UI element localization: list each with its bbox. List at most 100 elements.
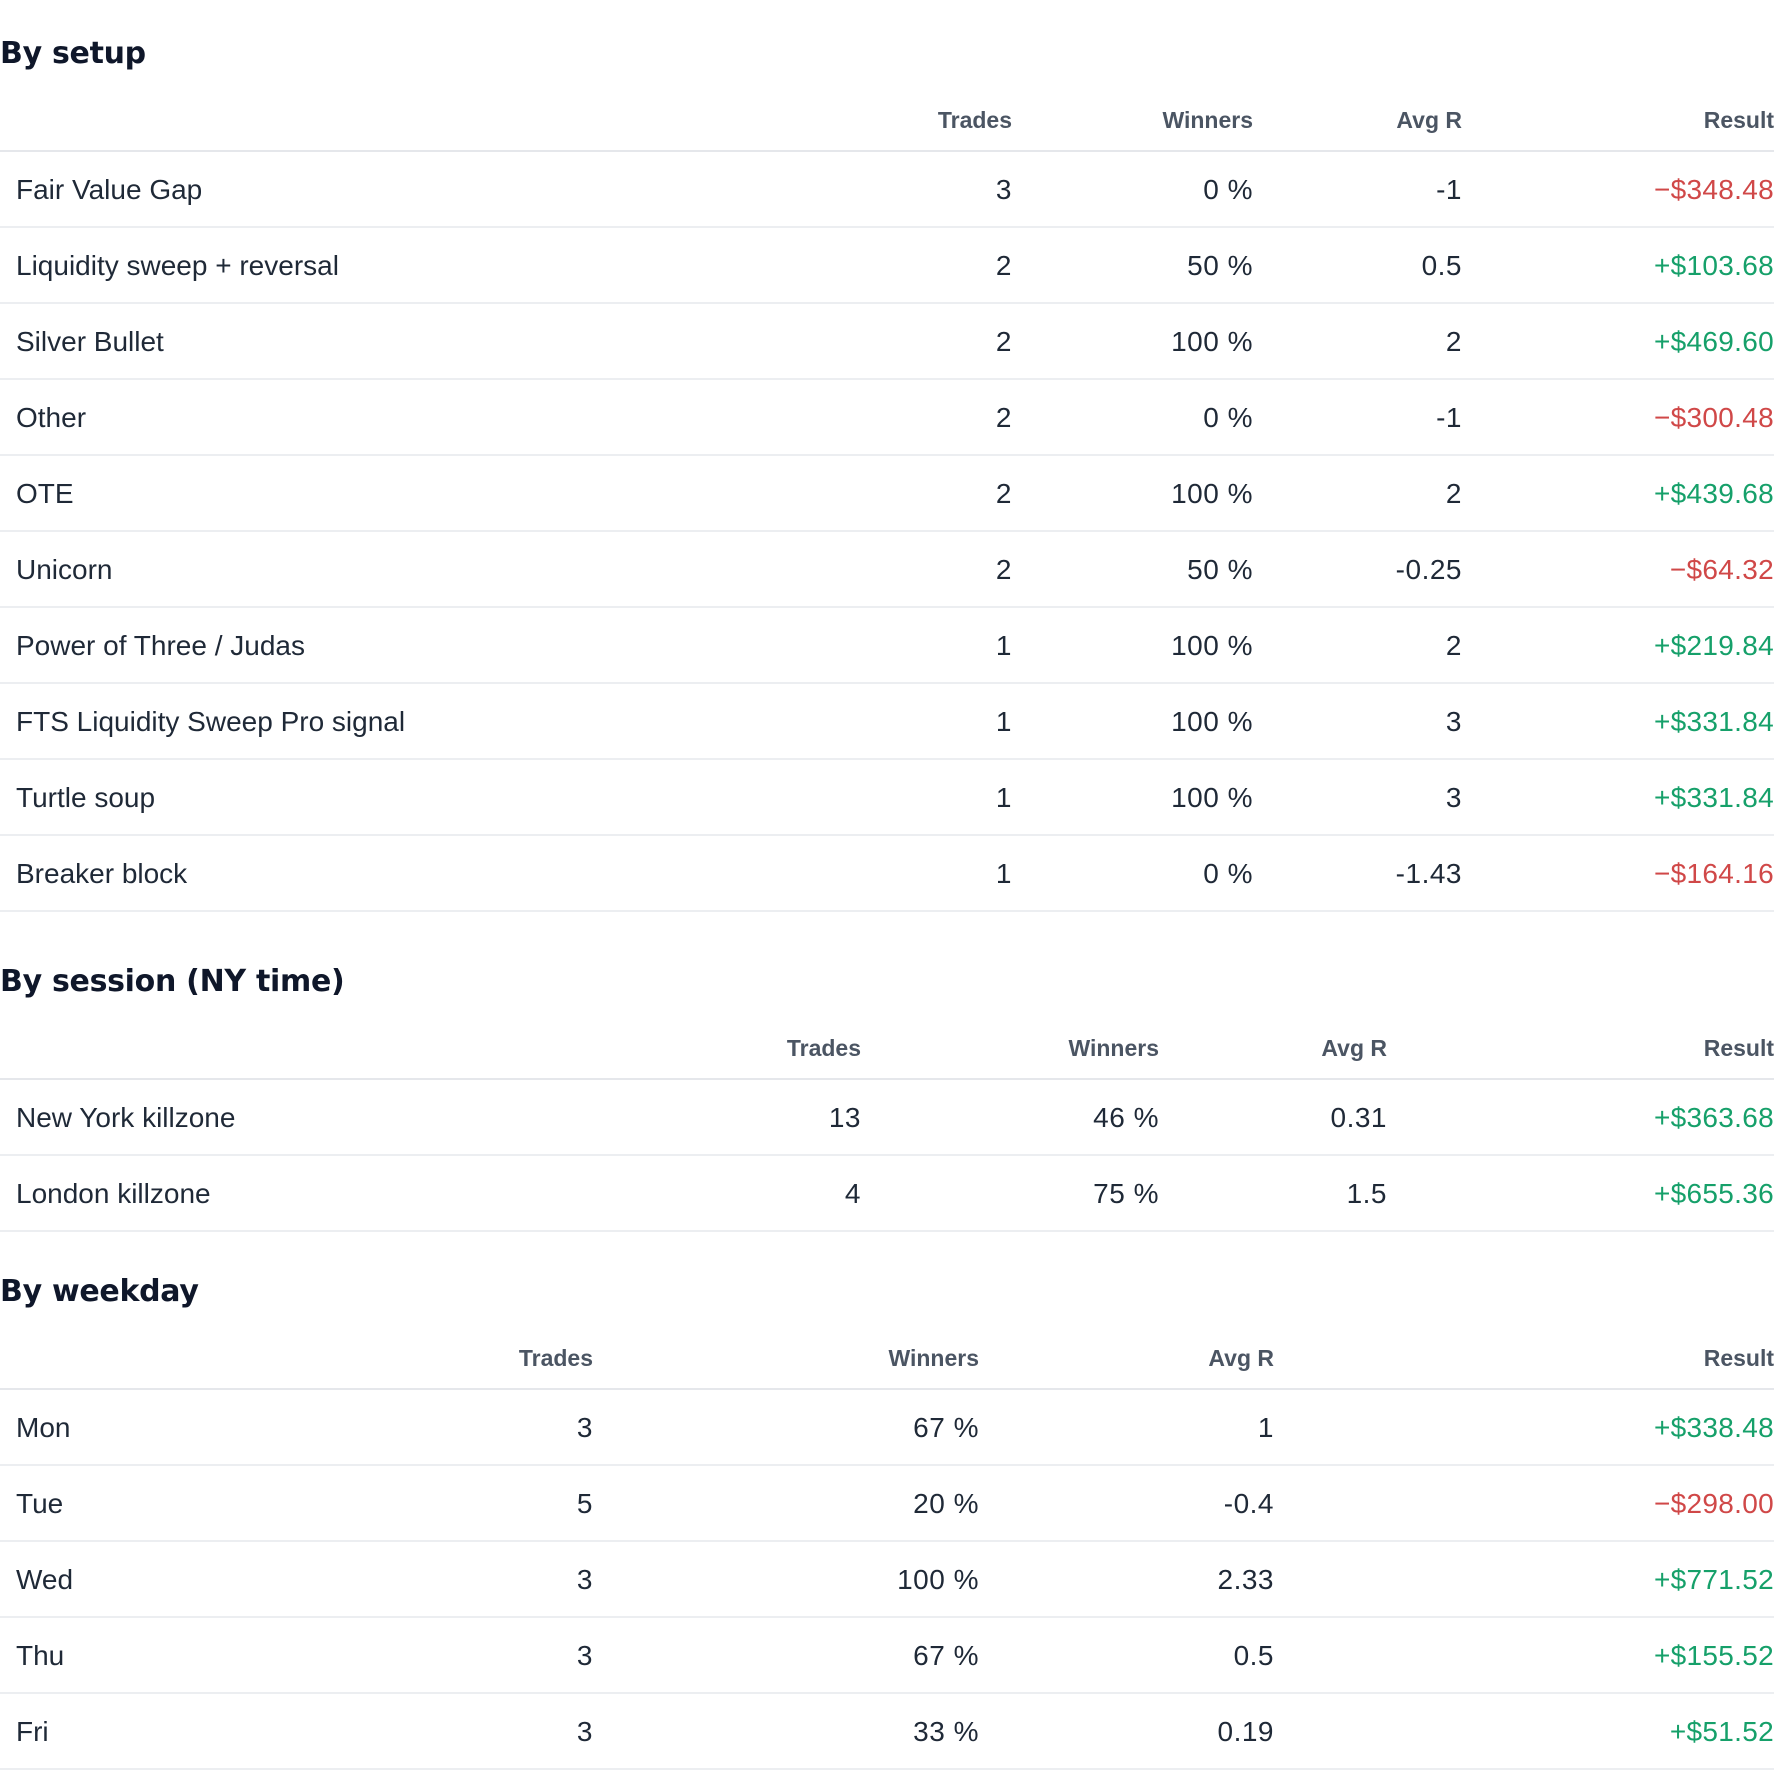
cell-winners: 50 % — [1187, 554, 1253, 585]
column-header-trades: Trades — [518, 1345, 593, 1371]
table-row: New York killzone 13 46 % 0.31 +$363.68 — [0, 1080, 1774, 1156]
cell-winners: 0 % — [1203, 858, 1253, 889]
cell-winners: 67 % — [913, 1640, 979, 1671]
cell-winners: 0 % — [1203, 174, 1253, 205]
cell-trades: 3 — [576, 1564, 593, 1595]
table-row: Mon 3 67 % 1 +$338.48 — [0, 1390, 1774, 1466]
row-label: New York killzone — [16, 1102, 236, 1133]
row-label: Tue — [16, 1488, 64, 1519]
column-header-avg-r: Avg R — [1208, 1345, 1274, 1371]
cell-result: +$103.68 — [1654, 250, 1774, 281]
cell-winners: 0 % — [1203, 402, 1253, 433]
cell-avg-r: 2.33 — [1217, 1564, 1274, 1595]
column-header-avg-r: Avg R — [1321, 1035, 1387, 1061]
cell-result: −$298.00 — [1654, 1488, 1774, 1519]
table-row: Turtle soup 1 100 % 3 +$331.84 — [0, 760, 1774, 836]
column-header-result: Result — [1703, 1345, 1774, 1371]
cell-avg-r: 0.5 — [1421, 250, 1462, 281]
cell-winners: 75 % — [1093, 1178, 1159, 1209]
cell-trades: 1 — [995, 630, 1012, 661]
table-header: Trades Winners Avg R Result — [0, 1331, 1774, 1390]
row-label: Fri — [16, 1716, 49, 1747]
table-row: OTE 2 100 % 2 +$439.68 — [0, 456, 1774, 532]
row-label: OTE — [16, 478, 74, 509]
cell-trades: 2 — [995, 402, 1012, 433]
table-row: FTS Liquidity Sweep Pro signal 1 100 % 3 +$3… — [0, 684, 1774, 760]
row-label: Liquidity sweep + reversal — [16, 250, 339, 281]
section-title-weekday: By weekday — [0, 1274, 199, 1309]
cell-result: −$348.48 — [1654, 174, 1774, 205]
column-header-winners: Winners — [888, 1345, 979, 1371]
table-row: Breaker block 1 0 % -1.43 −$164.16 — [0, 836, 1774, 912]
row-label: Mon — [16, 1412, 71, 1443]
row-label: Breaker block — [16, 858, 188, 889]
column-header-trades: Trades — [937, 107, 1012, 133]
cell-winners: 46 % — [1093, 1102, 1159, 1133]
cell-result: −$64.32 — [1669, 554, 1774, 585]
table-row: Silver Bullet 2 100 % 2 +$469.60 — [0, 304, 1774, 380]
cell-trades: 4 — [844, 1178, 861, 1209]
cell-trades: 2 — [995, 250, 1012, 281]
cell-trades: 1 — [995, 858, 1012, 889]
table-header: Trades Winners Avg R Result — [0, 1021, 1774, 1080]
cell-trades: 2 — [995, 554, 1012, 585]
cell-result: +$363.68 — [1654, 1102, 1774, 1133]
table-row: Fri 3 33 % 0.19 +$51.52 — [0, 1694, 1774, 1770]
cell-trades: 1 — [995, 706, 1012, 737]
table-row: Thu 3 67 % 0.5 +$155.52 — [0, 1618, 1774, 1694]
column-header-winners: Winners — [1162, 107, 1253, 133]
cell-result: +$439.68 — [1654, 478, 1774, 509]
table-row: Wed 3 100 % 2.33 +$771.52 — [0, 1542, 1774, 1618]
cell-avg-r: 0.5 — [1233, 1640, 1274, 1671]
table-row: Power of Three / Judas 1 100 % 2 +$219.84 — [0, 608, 1774, 684]
table-row: Fair Value Gap 3 0 % -1 −$348.48 — [0, 152, 1774, 228]
cell-avg-r: 2 — [1445, 630, 1462, 661]
row-label: Thu — [16, 1640, 65, 1671]
cell-trades: 1 — [995, 782, 1012, 813]
cell-avg-r: -1.43 — [1395, 858, 1462, 889]
cell-trades: 2 — [995, 326, 1012, 357]
column-header-avg-r: Avg R — [1396, 107, 1462, 133]
cell-result: +$331.84 — [1654, 706, 1774, 737]
section-title-session: By session (NY time) — [0, 964, 345, 999]
cell-result: +$331.84 — [1654, 782, 1774, 813]
cell-winners: 100 % — [1171, 706, 1253, 737]
cell-avg-r: 0.19 — [1217, 1716, 1274, 1747]
row-label: Turtle soup — [16, 782, 156, 813]
cell-winners: 33 % — [913, 1716, 979, 1747]
cell-result: −$300.48 — [1654, 402, 1774, 433]
cell-trades: 13 — [828, 1102, 861, 1133]
cell-trades: 3 — [576, 1412, 593, 1443]
cell-result: −$164.16 — [1654, 858, 1774, 889]
cell-winners: 67 % — [913, 1412, 979, 1443]
table-row: London killzone 4 75 % 1.5 +$655.36 — [0, 1156, 1774, 1232]
cell-avg-r: 3 — [1445, 782, 1462, 813]
column-header-result: Result — [1703, 1035, 1774, 1061]
table-session: Trades Winners Avg R Result New York killzon… — [0, 1021, 1774, 1232]
cell-trades: 2 — [995, 478, 1012, 509]
row-label: Wed — [16, 1564, 74, 1595]
cell-avg-r: 0.31 — [1330, 1102, 1387, 1133]
table-row: Unicorn 2 50 % -0.25 −$64.32 — [0, 532, 1774, 608]
column-header-result: Result — [1703, 107, 1774, 133]
column-header-winners: Winners — [1068, 1035, 1159, 1061]
row-label: Power of Three / Judas — [16, 630, 305, 661]
cell-avg-r: 2 — [1445, 478, 1462, 509]
cell-trades: 3 — [995, 174, 1012, 205]
cell-avg-r: -1 — [1436, 174, 1462, 205]
cell-result: +$155.52 — [1654, 1640, 1774, 1671]
column-header-trades: Trades — [786, 1035, 861, 1061]
cell-result: +$771.52 — [1654, 1564, 1774, 1595]
row-label: Silver Bullet — [16, 326, 164, 357]
cell-trades: 3 — [576, 1640, 593, 1671]
row-label: Unicorn — [16, 554, 113, 585]
row-label: London killzone — [16, 1178, 211, 1209]
cell-trades: 5 — [576, 1488, 593, 1519]
cell-trades: 3 — [576, 1716, 593, 1747]
cell-result: +$469.60 — [1654, 326, 1774, 357]
cell-winners: 100 % — [897, 1564, 979, 1595]
table-header: Trades Winners Avg R Result — [0, 93, 1774, 152]
table-row: Liquidity sweep + reversal 2 50 % 0.5 +$103.… — [0, 228, 1774, 304]
cell-winners: 20 % — [913, 1488, 979, 1519]
table-row: Other 2 0 % -1 −$300.48 — [0, 380, 1774, 456]
